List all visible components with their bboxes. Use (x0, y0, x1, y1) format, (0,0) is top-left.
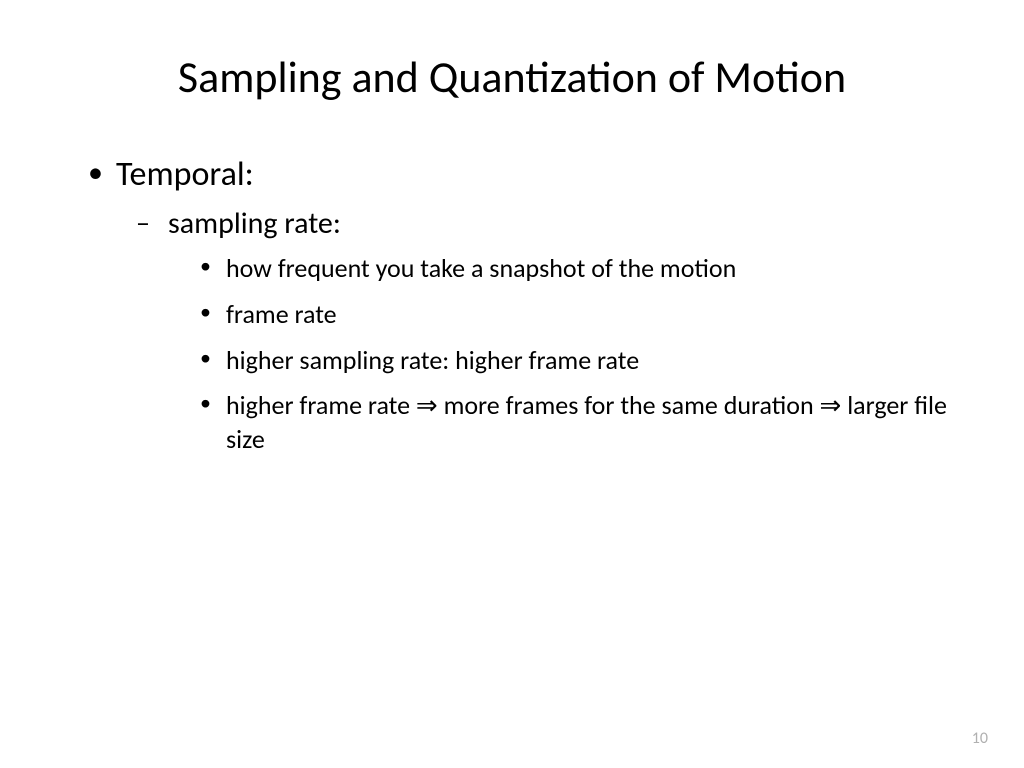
implies-arrow-icon: ⇒ (416, 391, 438, 420)
level2-text: sampling rate: (168, 205, 341, 242)
bullet-list-level2: sampling rate: how frequent you take a s… (132, 205, 954, 457)
bullet-list-level3: how frequent you take a snapshot of the … (194, 252, 954, 457)
level3-text: higher sampling rate: higher frame rate (226, 344, 639, 376)
slide-container: Sampling and Quantization of Motion Temp… (0, 0, 1024, 768)
list-item: how frequent you take a snapshot of the … (194, 252, 954, 286)
bullet-list-level1: Temporal: sampling rate: how frequent yo… (80, 154, 954, 457)
level3-text: how frequent you take a snapshot of the … (226, 252, 736, 284)
level1-text: Temporal: (116, 154, 254, 195)
list-item: sampling rate: how frequent you take a s… (132, 205, 954, 457)
list-item: higher sampling rate: higher frame rate (194, 344, 954, 378)
level3-text: frame rate (226, 298, 337, 330)
implies-arrow-icon: ⇒ (820, 391, 842, 420)
slide-title: Sampling and Quantization of Motion (70, 50, 954, 104)
page-number: 10 (972, 729, 988, 748)
level3-text-part: higher frame rate (226, 389, 416, 421)
list-item: frame rate (194, 298, 954, 332)
list-item: higher frame rate ⇒ more frames for the … (194, 389, 954, 457)
list-item: Temporal: sampling rate: how frequent yo… (80, 154, 954, 457)
level3-text-part: more frames for the same duration (438, 389, 820, 421)
